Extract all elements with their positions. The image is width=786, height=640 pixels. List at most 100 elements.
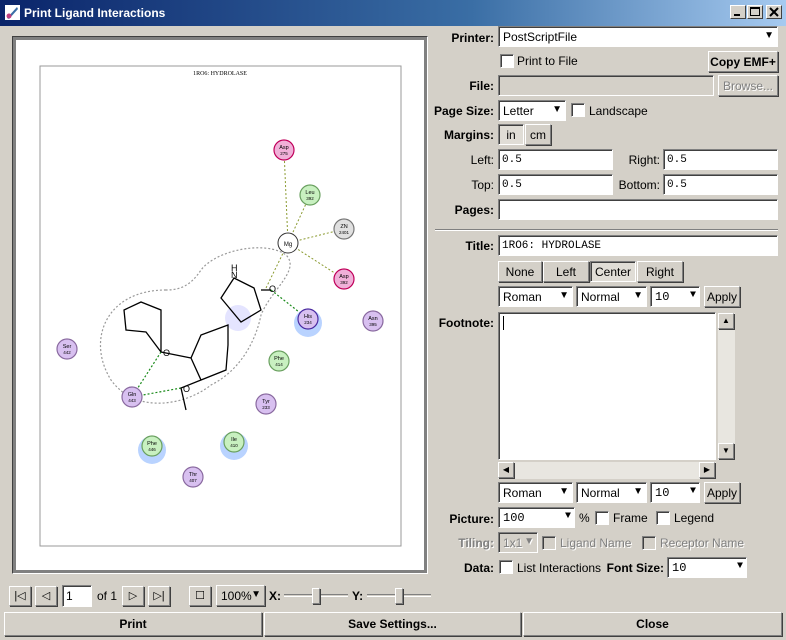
browse-button[interactable]: Browse...	[718, 75, 778, 96]
atom-label: O	[183, 384, 190, 394]
title-label: Title:	[465, 239, 494, 253]
x-offset-slider[interactable]	[284, 586, 348, 606]
tiling-select[interactable]: 1x1 ▼	[498, 532, 538, 553]
tiling-label: Tiling:	[458, 536, 494, 550]
top-margin-input[interactable]: 0.5	[498, 174, 613, 195]
next-page-button[interactable]: ▷	[122, 586, 144, 606]
residue-number: 275	[280, 151, 288, 156]
first-page-button[interactable]: |◁	[9, 586, 31, 606]
footnote-size-select[interactable]: 10 ▼	[650, 482, 700, 503]
residue-number: 410	[230, 443, 238, 448]
footnote-style-select[interactable]: Normal ▼	[576, 482, 647, 503]
align-none-button[interactable]: None	[498, 261, 542, 282]
ligand-name-checkbox[interactable]	[542, 536, 556, 550]
residue-number: 234	[304, 320, 312, 325]
y-offset-label: Y:	[352, 589, 364, 603]
residue-node	[333, 218, 355, 240]
file-field[interactable]	[498, 75, 714, 96]
residue-number: 392	[306, 196, 314, 201]
y-offset-slider[interactable]	[367, 586, 431, 606]
left-margin-input[interactable]: 0.5	[498, 149, 613, 170]
printer-value: PostScriptFile	[503, 30, 578, 44]
residue-name: Asp	[279, 145, 288, 151]
residue-node	[268, 350, 290, 372]
bottom-margin-label: Bottom:	[618, 178, 660, 192]
font-size-label: Font Size:	[606, 561, 664, 575]
slider-thumb[interactable]	[312, 588, 320, 604]
page-number-input[interactable]: 1	[62, 585, 92, 607]
receptor-name-checkbox[interactable]	[642, 536, 656, 550]
print-button[interactable]: Print	[4, 612, 262, 636]
title-input[interactable]: 1RO6: HYDROLASE	[498, 235, 778, 256]
minimize-button[interactable]	[730, 5, 746, 19]
next-page-icon: ▷	[128, 590, 138, 602]
close-button[interactable]: Close	[523, 612, 782, 636]
copy-emf-button[interactable]: Copy EMF+	[708, 51, 778, 72]
page-count-label: of 1	[97, 589, 118, 603]
list-interactions-checkbox[interactable]	[499, 560, 513, 574]
align-left-button[interactable]: Left	[543, 261, 589, 282]
unit-cm-button[interactable]: cm	[525, 124, 551, 145]
close-window-button[interactable]	[766, 5, 782, 19]
fit-page-button[interactable]: ☐	[189, 586, 211, 606]
dropdown-arrow-icon: ▼	[689, 486, 696, 497]
residue-name: Thr	[189, 472, 197, 478]
picture-scale-select[interactable]: 100 ▼	[498, 507, 575, 528]
footnote-font-select[interactable]: Roman ▼	[498, 482, 573, 503]
legend-checkbox[interactable]	[656, 511, 670, 525]
footnote-horizontal-scrollbar[interactable]: ◀ ▶	[498, 462, 716, 479]
frame-checkbox[interactable]	[595, 511, 609, 525]
right-margin-label: Right:	[628, 153, 660, 167]
residue-name: His	[304, 314, 312, 320]
dropdown-arrow-icon: ▼	[552, 104, 562, 115]
font-size-select[interactable]: 10 ▼	[667, 557, 747, 578]
align-right-button[interactable]: Right	[637, 261, 683, 282]
title-style-select[interactable]: Normal ▼	[576, 286, 647, 307]
scroll-right-icon[interactable]: ▶	[699, 462, 715, 478]
pages-input[interactable]	[498, 199, 778, 220]
printer-label: Printer:	[451, 31, 494, 45]
printer-select[interactable]: PostScriptFile ▼	[498, 26, 778, 47]
residue-node	[273, 139, 295, 161]
maximize-button[interactable]	[747, 5, 763, 19]
footnote-textarea[interactable]	[498, 312, 716, 460]
close-icon	[769, 7, 779, 17]
footnote-style-value: Normal	[581, 486, 620, 500]
title-size-select[interactable]: 10 ▼	[650, 286, 700, 307]
prev-page-icon: ◁	[41, 590, 51, 602]
ligand-name-label: Ligand Name	[560, 536, 632, 550]
x-offset-label: X:	[269, 589, 281, 603]
title-font-select[interactable]: Roman ▼	[498, 286, 573, 307]
residue-name: Gln	[128, 392, 137, 398]
landscape-checkbox[interactable]	[571, 103, 585, 117]
residue-name: Phe	[147, 441, 157, 447]
file-label: File:	[469, 79, 494, 93]
frame-label: Frame	[613, 511, 648, 525]
picture-label: Picture:	[449, 512, 494, 526]
scroll-down-icon[interactable]: ▼	[718, 443, 734, 459]
residue-number: 395	[369, 322, 377, 327]
zoom-select[interactable]: 100% ▼	[216, 585, 265, 606]
print-to-file-checkbox[interactable]	[500, 54, 514, 68]
prev-page-button[interactable]: ◁	[35, 586, 57, 606]
bottom-margin-input[interactable]: 0.5	[663, 174, 778, 195]
right-margin-input[interactable]: 0.5	[663, 149, 778, 170]
text-cursor	[503, 316, 508, 330]
metal-ion-node	[277, 232, 299, 254]
footnote-vertical-scrollbar[interactable]: ▲ ▼	[718, 313, 735, 460]
left-margin-label: Left:	[470, 153, 494, 167]
unit-in-button[interactable]: in	[498, 124, 524, 145]
atom-label: H	[231, 263, 238, 273]
title-apply-button[interactable]: Apply	[704, 286, 740, 307]
footnote-label: Footnote:	[438, 316, 494, 330]
footnote-font-value: Roman	[503, 486, 542, 500]
slider-thumb[interactable]	[395, 588, 403, 604]
footnote-apply-button[interactable]: Apply	[704, 482, 740, 503]
last-page-button[interactable]: ▷|	[148, 586, 170, 606]
scroll-up-icon[interactable]: ▲	[718, 313, 734, 329]
save-settings-button[interactable]: Save Settings...	[264, 612, 521, 636]
residue-number: 233	[262, 405, 270, 410]
scroll-left-icon[interactable]: ◀	[498, 462, 514, 478]
align-center-button[interactable]: Center	[590, 261, 636, 282]
page-size-select[interactable]: Letter ▼	[498, 100, 566, 121]
